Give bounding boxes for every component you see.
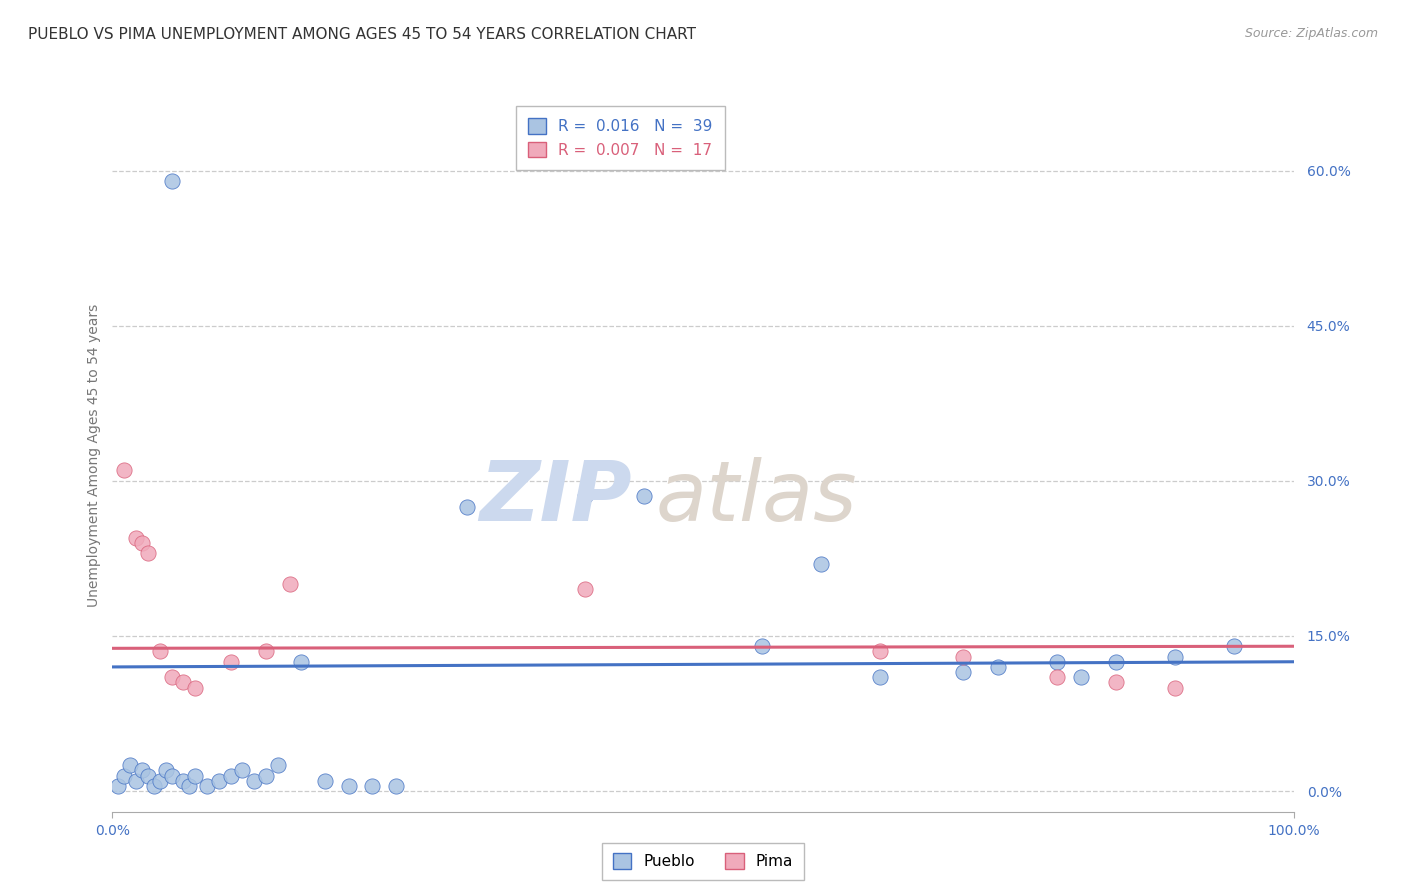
Text: ZIP: ZIP xyxy=(479,458,633,538)
Point xyxy=(142,779,165,793)
Point xyxy=(267,758,290,772)
Point xyxy=(1070,670,1092,684)
Point xyxy=(155,764,177,778)
Point xyxy=(131,764,153,778)
Point xyxy=(1223,639,1246,653)
Point xyxy=(1105,655,1128,669)
Legend: R =  0.016   N =  39, R =  0.007   N =  17: R = 0.016 N = 39, R = 0.007 N = 17 xyxy=(516,106,725,169)
Point xyxy=(149,644,172,658)
Point xyxy=(160,768,183,782)
Point xyxy=(290,655,312,669)
Point xyxy=(136,768,159,782)
Point xyxy=(1105,675,1128,690)
Point xyxy=(278,577,301,591)
Point xyxy=(254,644,277,658)
Point xyxy=(184,681,207,695)
Point xyxy=(254,768,277,782)
Point xyxy=(243,773,266,788)
Point xyxy=(751,639,773,653)
Point xyxy=(1046,670,1069,684)
Point xyxy=(179,779,201,793)
Point xyxy=(125,531,148,545)
Point xyxy=(361,779,384,793)
Point xyxy=(633,489,655,503)
Point xyxy=(184,768,207,782)
Point xyxy=(219,768,242,782)
Point xyxy=(869,670,891,684)
Point xyxy=(385,779,408,793)
Point xyxy=(172,773,194,788)
Point xyxy=(112,463,135,477)
Text: Source: ZipAtlas.com: Source: ZipAtlas.com xyxy=(1244,27,1378,40)
Point xyxy=(125,773,148,788)
Point xyxy=(952,649,974,664)
Point xyxy=(120,758,142,772)
Point xyxy=(869,644,891,658)
Point xyxy=(574,582,596,597)
Point xyxy=(337,779,360,793)
Point xyxy=(456,500,478,514)
Y-axis label: Unemployment Among Ages 45 to 54 years: Unemployment Among Ages 45 to 54 years xyxy=(87,303,101,607)
Point xyxy=(1164,681,1187,695)
Point xyxy=(231,764,253,778)
Point xyxy=(195,779,218,793)
Point xyxy=(1046,655,1069,669)
Point xyxy=(1164,649,1187,664)
Point xyxy=(987,660,1010,674)
Point xyxy=(107,779,129,793)
Point xyxy=(952,665,974,679)
Point xyxy=(136,546,159,560)
Point xyxy=(131,536,153,550)
Text: PUEBLO VS PIMA UNEMPLOYMENT AMONG AGES 45 TO 54 YEARS CORRELATION CHART: PUEBLO VS PIMA UNEMPLOYMENT AMONG AGES 4… xyxy=(28,27,696,42)
Point xyxy=(219,655,242,669)
Point xyxy=(149,773,172,788)
Point xyxy=(574,489,596,503)
Point xyxy=(208,773,231,788)
Point xyxy=(314,773,336,788)
Legend: Pueblo, Pima: Pueblo, Pima xyxy=(602,843,804,880)
Point xyxy=(160,174,183,188)
Point xyxy=(112,768,135,782)
Point xyxy=(810,557,832,571)
Point xyxy=(172,675,194,690)
Text: atlas: atlas xyxy=(655,458,858,538)
Point xyxy=(160,670,183,684)
